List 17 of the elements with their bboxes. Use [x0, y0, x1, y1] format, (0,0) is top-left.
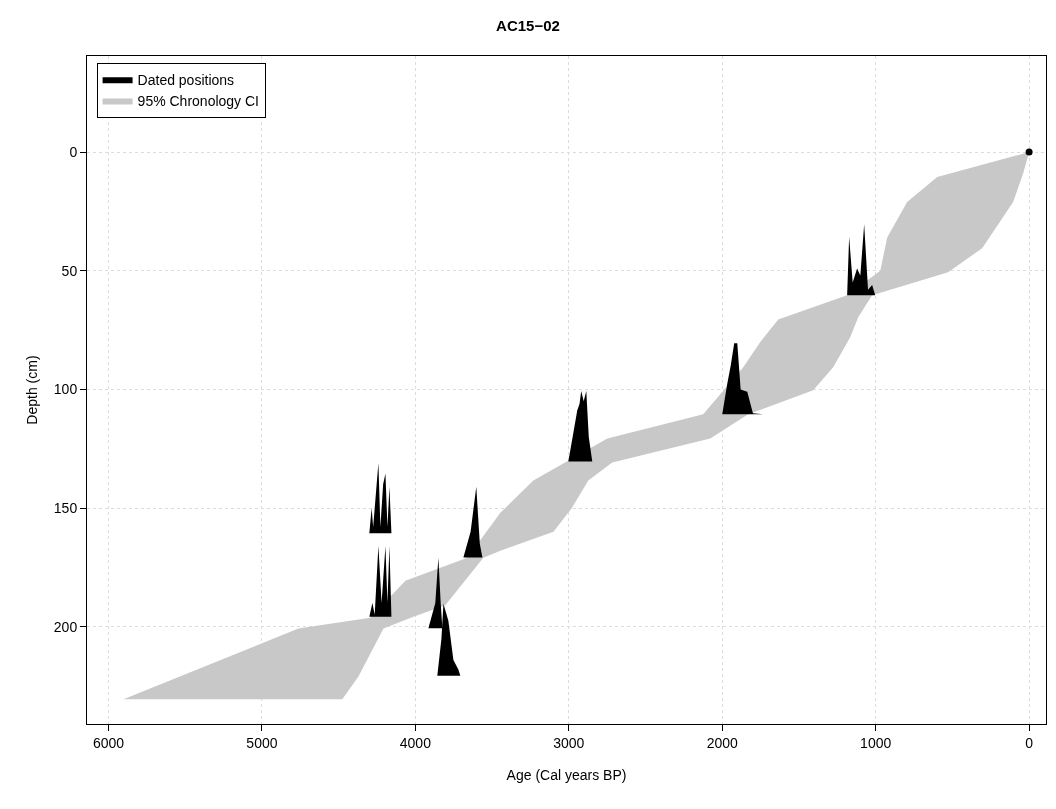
x-tick-label: 6000 — [92, 734, 125, 751]
y-tick-label: 50 — [61, 262, 78, 279]
legend-label: 95% Chronology CI — [137, 92, 259, 109]
y-tick-label: 0 — [69, 144, 78, 161]
chart-title: AC15−02 — [496, 16, 560, 34]
x-tick-label: 0 — [1025, 734, 1034, 751]
y-axis-title: Depth (cm) — [24, 355, 41, 425]
y-tick-label: 150 — [53, 499, 78, 516]
x-axis-title: Age (Cal years BP) — [506, 767, 627, 784]
x-tick-label: 2000 — [706, 734, 739, 751]
x-tick-label: 1000 — [860, 734, 892, 751]
x-tick-label: 5000 — [246, 734, 278, 751]
y-tick-label: 100 — [53, 381, 78, 398]
x-tick-label: 3000 — [553, 734, 585, 751]
y-tick-label: 200 — [53, 618, 78, 635]
legend-label: Dated positions — [137, 71, 235, 88]
x-tick-label: 4000 — [399, 734, 432, 751]
